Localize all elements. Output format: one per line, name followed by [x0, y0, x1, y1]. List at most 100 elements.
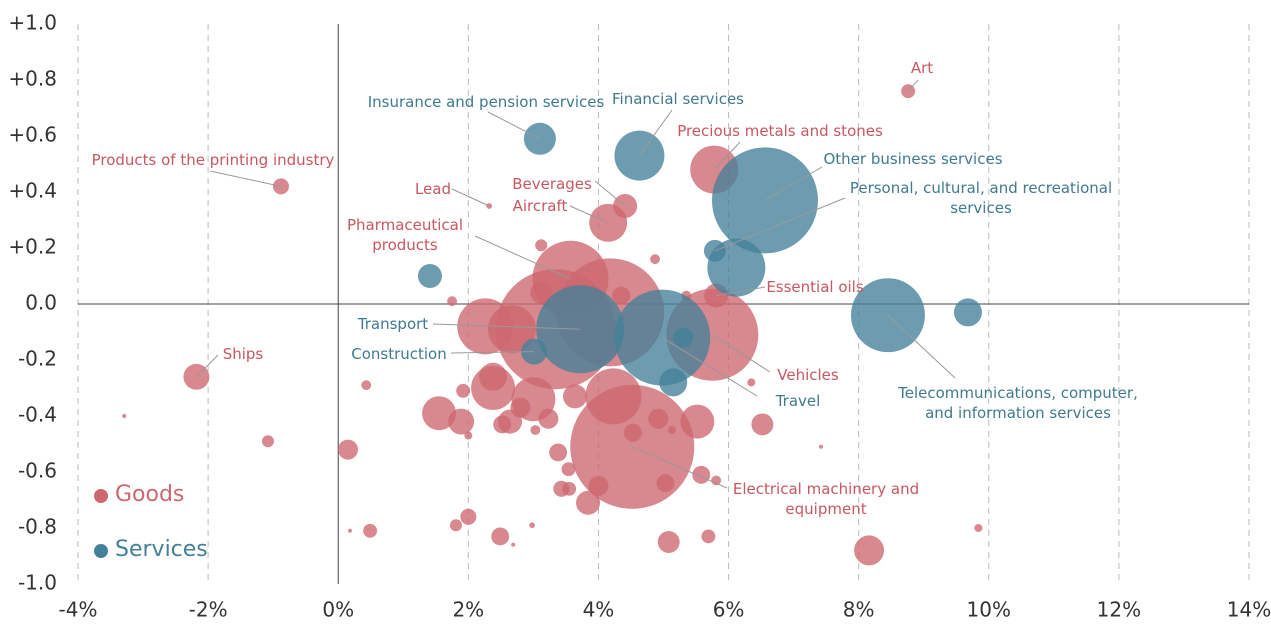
leader-line: [432, 323, 581, 330]
bubble: [448, 408, 475, 435]
bubble: [747, 378, 756, 387]
y-tick-label: -0.2: [18, 347, 57, 371]
annotation: Other business services: [823, 150, 1003, 168]
bubble: [953, 298, 982, 327]
bubble: [588, 476, 609, 496]
y-tick-label: +0.6: [8, 123, 57, 147]
bubble: [479, 362, 508, 391]
bubble: [417, 264, 442, 288]
bubble: [561, 462, 576, 477]
y-tick-label: +0.4: [8, 179, 57, 203]
annotation: Aircraft: [512, 197, 568, 215]
y-tick-label: +0.2: [8, 235, 57, 259]
leader-line: [487, 111, 541, 140]
leader-line: [209, 170, 282, 187]
x-tick-label: 4%: [583, 598, 615, 622]
bubble: [576, 490, 601, 515]
bubble: [656, 474, 675, 493]
annotation: Personal, cultural, and recreational ser…: [849, 179, 1113, 217]
y-tick-label: -0.4: [18, 403, 57, 427]
bubble: [974, 524, 983, 532]
annotation: Financial services: [612, 90, 744, 108]
bubble: [347, 528, 352, 533]
legend-label: Goods: [115, 482, 185, 507]
annotation: Precious metals and stones: [677, 122, 883, 140]
leader-line: [887, 314, 956, 379]
x-tick-label: 14%: [1227, 598, 1271, 622]
annotation: Travel: [775, 392, 821, 410]
bubble: [701, 529, 716, 544]
x-tick-label: -2%: [189, 598, 228, 622]
y-tick-label: +0.8: [8, 67, 57, 91]
legend-marker: [94, 489, 108, 503]
bubble: [456, 383, 471, 398]
leader-line: [632, 446, 728, 489]
leader-line: [474, 235, 571, 280]
bubble: [261, 435, 274, 448]
annotation: Essential oils: [766, 278, 864, 296]
bubble: [854, 535, 885, 566]
bubble: [692, 465, 711, 484]
bubble: [122, 414, 127, 418]
annotation: Ships: [222, 345, 264, 363]
bubble: [491, 527, 510, 546]
bubble: [657, 531, 680, 553]
x-tick-label: -4%: [59, 598, 98, 622]
bubble: [538, 408, 559, 429]
bubble: [751, 413, 774, 436]
y-tick-label: +1.0: [8, 11, 57, 35]
bubble: [363, 523, 378, 538]
x-tick-label: 12%: [1097, 598, 1141, 622]
y-tick-label: -1.0: [18, 571, 57, 595]
bubble: [535, 239, 548, 252]
bubble: [680, 404, 715, 439]
leader-line: [661, 337, 758, 397]
annotation: Telecommunications, computer, and inform…: [898, 384, 1138, 422]
bubble: [612, 286, 631, 305]
leader-line: [450, 351, 535, 354]
bubble: [818, 444, 823, 449]
y-tick-label: 0.0: [25, 291, 57, 315]
bubble: [623, 423, 642, 442]
bubble: [711, 475, 722, 486]
leader-line: [639, 109, 673, 156]
leader-line: [716, 286, 766, 297]
annotation: Transport: [357, 315, 429, 333]
annotation: Pharmaceutical products: [346, 216, 464, 254]
bubble: [667, 426, 676, 434]
bubble: [673, 327, 694, 348]
bubble: [529, 522, 535, 529]
bubble: [585, 368, 642, 425]
y-tick-label: -0.6: [18, 459, 57, 483]
bubble: [530, 281, 553, 304]
leader-line: [196, 354, 219, 378]
bubble: [337, 439, 358, 460]
annotation: Art: [910, 59, 934, 77]
bubble: [447, 296, 457, 307]
leader-line: [713, 141, 741, 170]
annotation: Vehicles: [777, 366, 839, 384]
bubble: [563, 384, 588, 409]
legend-marker: [94, 544, 108, 558]
annotation: Electrical machinery and equipment: [732, 480, 920, 518]
bubble: [650, 254, 660, 265]
leader-line: [907, 79, 919, 92]
leader-line: [712, 334, 771, 373]
bubble: [460, 508, 477, 525]
annotation: Construction: [351, 345, 447, 363]
x-tick-label: 0%: [322, 598, 354, 622]
annotation: Beverages: [512, 175, 592, 193]
annotation: Products of the printing industry: [91, 151, 335, 169]
annotation: Lead: [414, 180, 452, 198]
bubble: [449, 519, 462, 532]
x-tick-label: 2%: [452, 598, 484, 622]
leader-line: [594, 180, 626, 207]
x-tick-label: 10%: [967, 598, 1011, 622]
leader-line: [451, 188, 490, 207]
x-tick-label: 8%: [843, 598, 875, 622]
legend-label: Services: [115, 537, 208, 562]
bubble: [530, 425, 541, 435]
bubble: [511, 542, 516, 547]
